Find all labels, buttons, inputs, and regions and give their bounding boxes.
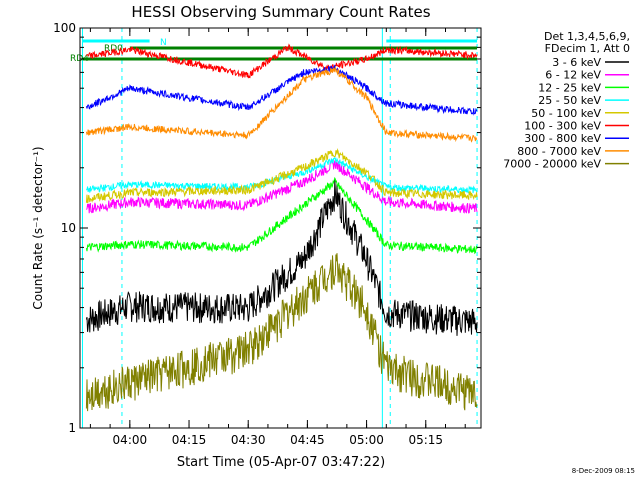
x-tick-label: 05:00 <box>349 433 384 447</box>
series-line-4 <box>85 156 478 194</box>
series-line-9 <box>85 253 478 412</box>
y-axis-label: Count Rate (s⁻¹ detector⁻¹) <box>31 146 45 309</box>
x-tick-label: 04:45 <box>290 433 325 447</box>
legend-header: Det 1,3,4,5,6,9, <box>544 30 630 43</box>
legend: Det 1,3,4,5,6,9,FDecim 1, Att 03 - 6 keV… <box>503 30 630 171</box>
legend-label: 800 - 7000 keV <box>517 145 601 158</box>
y-tick-label: 1 <box>68 421 76 435</box>
y-tick-label: 10 <box>61 221 76 235</box>
annotation-n: N <box>160 38 167 48</box>
legend-label: 7000 - 20000 keV <box>503 158 601 171</box>
series-line-1 <box>85 179 478 336</box>
legend-label: 50 - 100 keV <box>531 107 601 120</box>
x-tick-label: 05:15 <box>408 433 443 447</box>
legend-label: 12 - 25 keV <box>538 81 601 94</box>
legend-header: FDecim 1, Att 0 <box>545 42 630 55</box>
series-line-7 <box>85 64 478 116</box>
axes: 1 10 100 04:00 04:15 04:30 04:45 05:00 05:15 <box>53 21 481 447</box>
legend-label: 3 - 6 keV <box>552 56 601 69</box>
y-tick-label: 100 <box>53 21 76 35</box>
x-tick-label: 04:15 <box>172 433 207 447</box>
series-line-2 <box>86 158 478 214</box>
series-line-6 <box>85 43 478 79</box>
legend-label: 25 - 50 keV <box>538 94 601 107</box>
x-axis-label: Start Time (05-Apr-07 03:47:22) <box>177 455 385 470</box>
chart-title: HESSI Observing Summary Count Rates <box>131 3 430 21</box>
x-tick-label: 04:30 <box>231 433 266 447</box>
series-line-8 <box>85 66 478 143</box>
x-tick-label: 04:00 <box>113 433 148 447</box>
legend-label: 300 - 800 keV <box>524 132 601 145</box>
series-line-5 <box>85 147 478 204</box>
series-line-3 <box>85 176 478 255</box>
legend-label: 6 - 12 keV <box>545 69 601 82</box>
legend-label: 100 - 300 keV <box>524 120 601 133</box>
date-stamp: 8-Dec-2009 08:15 <box>572 467 635 475</box>
